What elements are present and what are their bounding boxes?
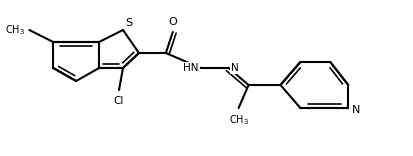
Text: N: N (230, 63, 238, 73)
Text: N: N (351, 105, 360, 115)
Text: CH$_3$: CH$_3$ (5, 23, 25, 37)
Text: O: O (168, 17, 177, 27)
Text: HN: HN (183, 63, 198, 73)
Text: Cl: Cl (114, 96, 124, 106)
Text: S: S (125, 18, 132, 28)
Text: CH$_3$: CH$_3$ (228, 113, 248, 127)
